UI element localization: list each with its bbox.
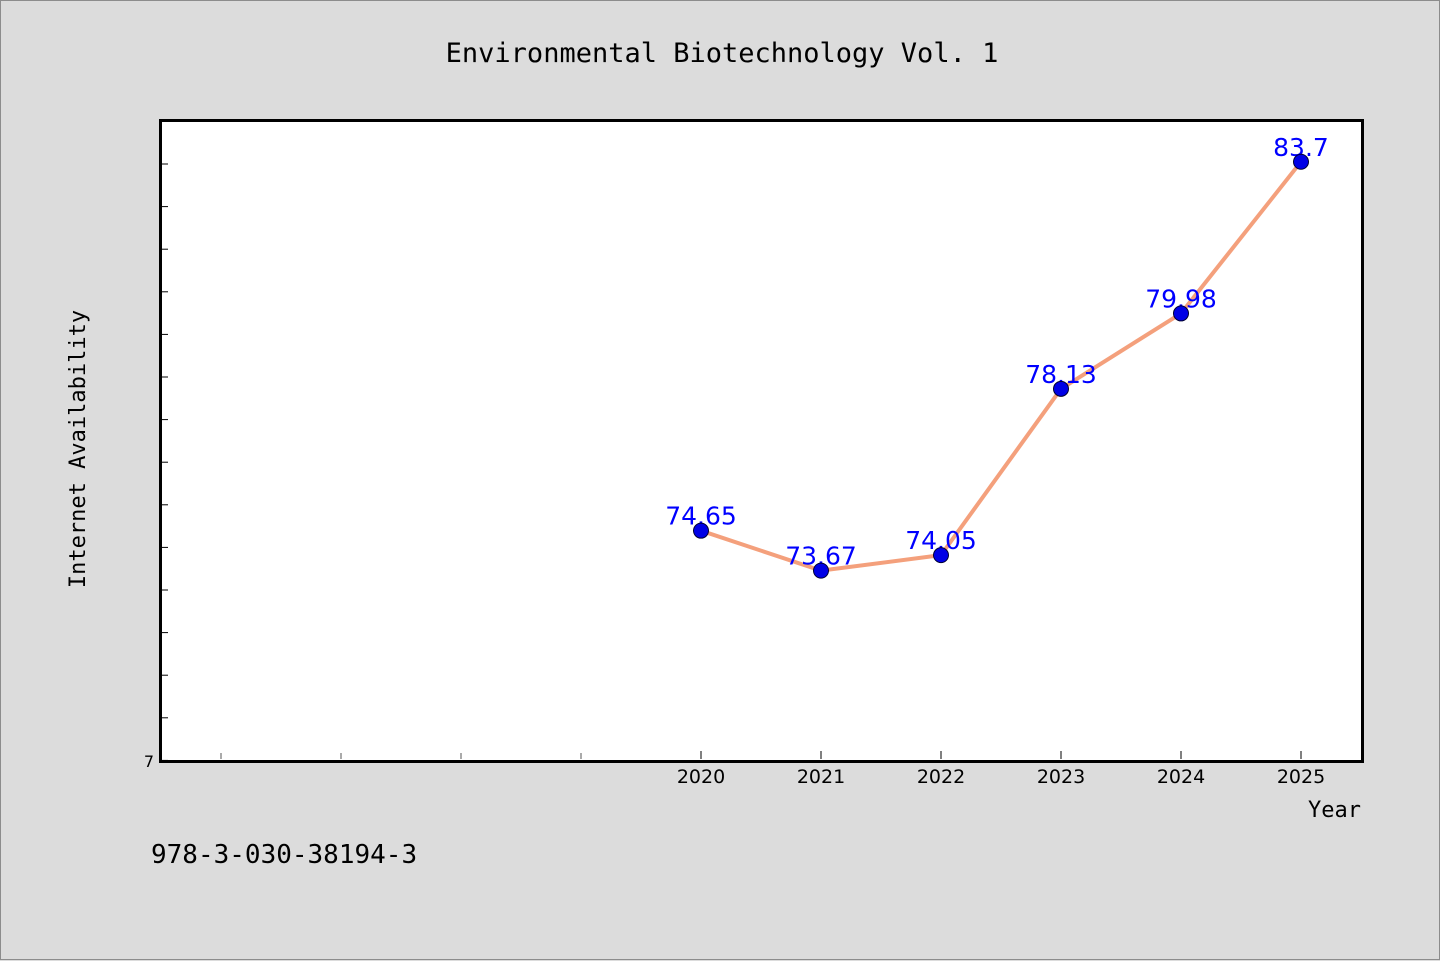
x-axis-ticks bbox=[700, 751, 1302, 759]
y-axis-label: Internet Availability bbox=[66, 310, 91, 588]
isbn-footer: 978-3-030-38194-3 bbox=[151, 840, 417, 870]
data-point-marker bbox=[1053, 380, 1069, 397]
series-line bbox=[700, 160, 1303, 573]
plot-area bbox=[159, 119, 1364, 763]
data-point-marker bbox=[933, 547, 949, 564]
x-tick-label: 2020 bbox=[677, 766, 725, 788]
series-line-layer bbox=[700, 160, 1303, 573]
x-tick-label: 2021 bbox=[797, 766, 845, 788]
x-axis-label: Year bbox=[1308, 798, 1361, 823]
x-axis-minor-ticks bbox=[220, 753, 582, 759]
x-tick-label: 2022 bbox=[917, 766, 965, 788]
x-tick-label: 2024 bbox=[1157, 766, 1205, 788]
x-tick-label: 2023 bbox=[1037, 766, 1085, 788]
series-marker-layer bbox=[693, 153, 1309, 579]
data-point-marker bbox=[693, 522, 709, 539]
x-tick-labels: 2020 2021 2022 2023 2024 2025 bbox=[677, 766, 1325, 788]
y-tick-label: 7 bbox=[144, 752, 154, 771]
chart-title: Environmental Biotechnology Vol. 1 bbox=[446, 38, 999, 69]
data-point-marker bbox=[1173, 305, 1189, 322]
y-axis-ticks bbox=[161, 163, 168, 761]
data-point-marker bbox=[813, 562, 829, 579]
data-point-marker bbox=[1293, 153, 1309, 170]
x-tick-label: 2025 bbox=[1277, 766, 1325, 788]
